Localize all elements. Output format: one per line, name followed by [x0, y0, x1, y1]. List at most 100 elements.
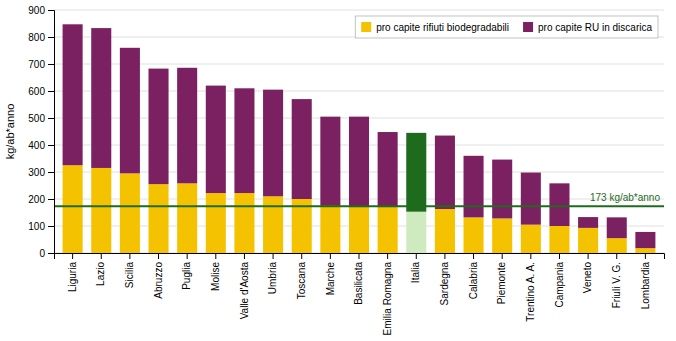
tick-mark: [187, 253, 188, 259]
tick-mark: [330, 253, 331, 259]
tick-label: Puglia: [181, 262, 192, 290]
x-tick: Friuli V. G.: [611, 253, 622, 308]
legend-label: pro capite RU in discarica: [538, 22, 652, 33]
tick-mark: [588, 253, 589, 259]
y-tick: 600: [28, 86, 54, 97]
tick-mark: [473, 253, 474, 259]
y-tick: 300: [28, 167, 54, 178]
tick-mark: [416, 253, 417, 259]
tick-label: Trentino A. A.: [525, 262, 536, 322]
x-tick: Toscana: [296, 253, 307, 299]
bar: [521, 225, 541, 253]
bar: [464, 217, 484, 253]
bar: [464, 156, 484, 218]
tick-mark: [48, 64, 54, 65]
bar: [492, 218, 512, 253]
y-tick: 100: [28, 221, 54, 232]
y-tick: 800: [28, 32, 54, 43]
x-tick: Veneto: [582, 253, 593, 293]
bar: [263, 90, 283, 197]
tick-mark: [158, 253, 159, 259]
bar: [607, 238, 627, 253]
bar: [120, 173, 140, 253]
y-axis-label: kg/ab*anno: [4, 104, 16, 160]
tick-mark: [273, 253, 274, 259]
tick-label: Sicilia: [124, 262, 135, 289]
tick-mark: [48, 91, 54, 92]
x-tick: Marche: [325, 253, 336, 295]
x-tick: Sardegna: [439, 253, 450, 305]
tick-label: Molise: [210, 262, 221, 291]
tick-label: Emilia Romagna: [382, 262, 393, 336]
tick-label: Veneto: [582, 262, 593, 294]
chart: 173 kg/ab*anno 0 100 200 300 400 500 600 700 800 9…: [0, 0, 676, 341]
legend-label: pro capite rifiuti biodegradabili: [376, 22, 509, 33]
tick-mark: [48, 145, 54, 146]
tick-label: Sardegna: [439, 262, 450, 306]
x-tick: Calabria: [468, 253, 479, 299]
x-tick: Basilicata: [353, 253, 364, 305]
tick-mark: [48, 10, 54, 11]
bar: [149, 184, 169, 253]
tick-label: Calabria: [468, 262, 479, 300]
x-tick: Lazio: [95, 253, 106, 286]
tick-mark: [444, 253, 445, 259]
bar: [320, 206, 340, 253]
bar: [177, 183, 197, 253]
bar: [91, 28, 111, 168]
tick-mark: [502, 253, 503, 259]
bar: [206, 86, 226, 193]
y-tick: 700: [28, 59, 54, 70]
series: [63, 24, 656, 248]
bar: [378, 132, 398, 207]
x-tick: Trentino A. A.: [525, 253, 536, 322]
tick-label: 400: [28, 140, 45, 151]
tick-label: Campania: [554, 262, 565, 308]
tick-label: 900: [28, 5, 45, 16]
tick-label: 700: [28, 59, 45, 70]
reference-label: 173 kg/ab*anno: [590, 192, 661, 203]
legend-swatch: [523, 22, 533, 32]
tick-mark: [645, 253, 646, 259]
tick-label: Valle d'Aosta: [239, 262, 250, 320]
y-tick: 200: [28, 194, 54, 205]
x-tick: Molise: [210, 253, 221, 291]
bar: [149, 69, 169, 185]
tick-mark: [359, 253, 360, 259]
tick-mark: [530, 253, 531, 259]
x-tick: Umbria: [267, 253, 278, 294]
bar: [578, 228, 598, 253]
tick-label: Abruzzo: [153, 262, 164, 299]
bar: [206, 193, 226, 253]
tick-mark: [48, 226, 54, 227]
bar: [349, 207, 369, 253]
y-tick: 400: [28, 140, 54, 151]
legend: pro capite rifiuti biodegradabili pro cap…: [355, 16, 658, 38]
bar: [263, 196, 283, 253]
bar: [406, 133, 426, 212]
bar: [63, 24, 83, 165]
y-tick: 900: [28, 5, 54, 16]
tick-mark: [301, 253, 302, 259]
tick-mark: [48, 199, 54, 200]
tick-label: 500: [28, 113, 45, 124]
grid-line: [54, 64, 664, 65]
bar: [378, 207, 398, 253]
grid: [54, 10, 664, 253]
tick-label: 300: [28, 167, 45, 178]
tick-mark: [48, 118, 54, 119]
tick-label: 0: [39, 248, 45, 259]
y-axis: 0 100 200 300 400 500 600 700 800 900: [28, 5, 54, 259]
legend-swatch: [361, 22, 371, 32]
x-tick: Emilia Romagna: [382, 253, 393, 335]
bar: [292, 99, 312, 199]
bar: [63, 165, 83, 253]
x-tick: Valle d'Aosta: [239, 253, 250, 319]
marks: [54, 24, 664, 253]
bar: [406, 212, 426, 253]
tick-label: 600: [28, 86, 45, 97]
tick-label: Piemonte: [496, 262, 507, 305]
y-tick: 500: [28, 113, 54, 124]
x-tick: Campania: [554, 253, 565, 308]
tick-label: 100: [28, 221, 45, 232]
